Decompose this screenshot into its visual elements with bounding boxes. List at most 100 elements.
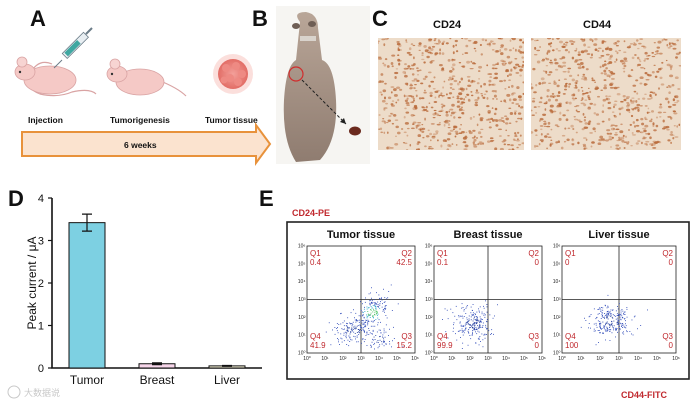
ihc-stained-cell [554, 62, 559, 65]
event-dot [605, 323, 607, 325]
event-dot [588, 316, 590, 318]
ihc-stained-cell [471, 80, 476, 83]
ihc-stained-cell [416, 67, 419, 70]
ihc-stained-cell [404, 95, 409, 97]
event-dot [616, 328, 618, 329]
ihc-stained-cell [615, 44, 619, 47]
ihc-stained-cell [623, 98, 627, 102]
ihc-stained-cell [627, 74, 631, 78]
ihc-stained-cell [608, 47, 613, 51]
event-dot [484, 337, 486, 339]
ihc-stained-cell [627, 103, 631, 107]
event-dot [599, 323, 600, 325]
ihc-stained-cell [637, 140, 641, 142]
ihc-stained-cell [383, 131, 386, 134]
ihc-stained-cell [577, 51, 581, 54]
ihc-stained-cell [421, 130, 425, 133]
ihc-stained-cell [511, 92, 514, 96]
ihc-stained-cell [676, 99, 680, 103]
event-dot [478, 327, 480, 329]
excision-dashed-arrow [301, 79, 347, 125]
ihc-stained-cell [655, 116, 659, 119]
ihc-stained-cell [675, 52, 680, 56]
ihc-stained-cell [453, 111, 457, 114]
ihc-stained-cell [656, 52, 659, 55]
event-dot [613, 327, 615, 329]
ihc-stained-cell [504, 87, 507, 90]
ihc-stained-cell [378, 40, 380, 43]
ihc-stained-cell [626, 143, 630, 145]
ihc-stained-cell [476, 82, 480, 85]
event-dot [640, 325, 642, 326]
ihc-stained-cell [597, 142, 602, 146]
event-dot [611, 332, 613, 334]
event-dot [606, 328, 608, 330]
event-dot [486, 334, 487, 335]
event-dot [389, 341, 390, 342]
event-dot [368, 293, 370, 295]
event-dot [617, 321, 619, 323]
event-dot [385, 331, 387, 333]
event-dot [383, 341, 385, 343]
ihc-stained-cell [637, 47, 640, 50]
stain-title-cd24: CD24 [433, 19, 462, 31]
ihc-stained-cell [610, 127, 615, 131]
ihc-stained-cell [610, 146, 612, 148]
ihc-stained-cell [405, 111, 410, 114]
ihc-texture-cd24 [378, 38, 524, 150]
event-dot [375, 307, 377, 309]
ihc-stained-cell [384, 82, 387, 85]
ihc-stained-cell [434, 38, 437, 40]
ihc-stained-cell [494, 72, 498, 76]
ihc-stained-cell [568, 101, 572, 105]
ihc-stained-cell [574, 82, 578, 84]
ihc-stained-cell [485, 39, 487, 42]
ihc-stained-cell [534, 129, 538, 132]
ihc-stained-cell [628, 44, 632, 48]
event-dot [599, 308, 601, 310]
ihc-stained-cell [498, 135, 502, 137]
event-dot [626, 316, 628, 318]
ihc-stained-cell [494, 107, 498, 111]
ihc-stained-cell [568, 82, 572, 86]
ihc-stained-cell [636, 64, 639, 67]
watermark: 大数据说 [7, 385, 60, 399]
event-dot [345, 337, 347, 339]
event-dot [479, 316, 481, 318]
ihc-stained-cell [609, 71, 614, 74]
ihc-stained-cell [421, 52, 424, 54]
ihc-stained-cell [410, 43, 414, 45]
event-dot [374, 305, 376, 307]
ihc-stained-cell [627, 141, 630, 144]
event-dot [469, 327, 470, 329]
ihc-stained-cell [557, 140, 561, 144]
ihc-stained-cell [673, 112, 678, 115]
flow-y-tick-label: 10⁵ [298, 261, 306, 267]
event-dot [362, 327, 364, 328]
event-dot [486, 304, 488, 305]
ihc-stained-cell [584, 77, 587, 80]
ihc-stained-cell [455, 44, 457, 47]
ihc-stained-cell [550, 128, 553, 131]
ihc-stained-cell [406, 127, 410, 130]
panel-letter-c: C [372, 6, 388, 31]
step-label-tumor-tissue: Tumor tissue [205, 115, 258, 125]
ihc-stained-cell [486, 105, 490, 108]
ihc-stained-cell [657, 87, 661, 90]
ihc-stained-cell [643, 83, 646, 85]
event-dot [350, 312, 352, 314]
event-dot [354, 327, 356, 329]
ihc-stained-cell [445, 113, 449, 117]
ihc-stained-cell [616, 51, 619, 55]
ihc-stained-cell [670, 131, 673, 134]
event-dot [616, 315, 618, 316]
ihc-stained-cell [571, 97, 575, 100]
ihc-stained-cell [647, 132, 651, 136]
ihc-stained-cell [614, 132, 618, 134]
ihc-stained-cell [447, 143, 451, 147]
ihc-stained-cell [472, 129, 476, 132]
ihc-stained-cell [433, 101, 438, 103]
event-dot [362, 324, 364, 326]
ihc-stained-cell [453, 116, 456, 119]
event-dot [632, 334, 634, 336]
